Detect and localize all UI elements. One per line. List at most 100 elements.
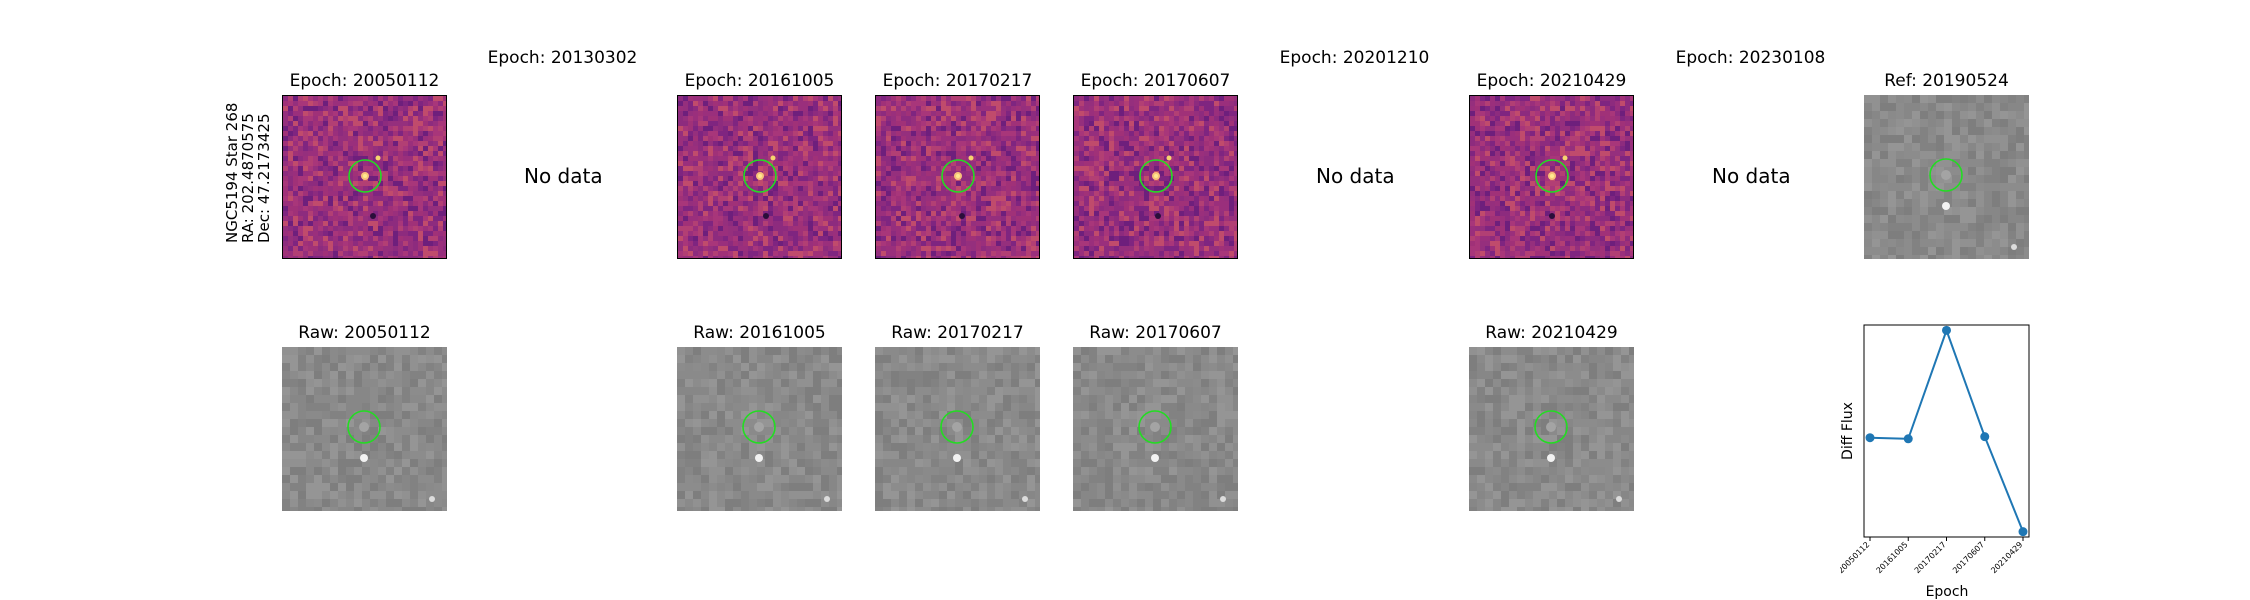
star-info-label: NGC5194 Star 268 RA: 202.4870575 Dec: 47…: [223, 102, 273, 243]
bright-star: [953, 454, 961, 462]
x-tick-label: 20170607: [1951, 540, 1986, 575]
flux-series-line: [1869, 327, 2024, 533]
noise-pixels: [678, 96, 841, 258]
diff-image-20050112: [282, 95, 447, 259]
diff-title-2: Epoch: 20161005: [684, 71, 835, 91]
star-ra: RA: 202.4870575: [239, 113, 257, 243]
diff-image-svg: [1074, 96, 1237, 258]
flux-point-20210429: [2018, 527, 2028, 537]
diff-title-7: Epoch: 20230108: [1675, 48, 1826, 68]
target-star: [754, 422, 764, 432]
target-star: [1941, 170, 1951, 180]
raw-title-2: Raw: 20170217: [891, 323, 1024, 343]
diff-title-4: Epoch: 20170607: [1080, 71, 1231, 91]
noise-pixels: [875, 347, 1040, 511]
negative-residual: [763, 213, 769, 219]
aperture-circle: [1534, 410, 1568, 444]
no-data-label-5: No data: [1316, 164, 1395, 188]
raw-image-20210429: [1469, 347, 1634, 511]
noise-pixels: [1864, 95, 2029, 259]
aperture-circle: [940, 410, 974, 444]
aperture-circle: [743, 159, 777, 193]
bright-star: [1942, 202, 1950, 210]
diff-title-5: Epoch: 20201210: [1279, 48, 1430, 68]
corner-star: [429, 496, 435, 502]
diff-image-svg: [283, 96, 446, 258]
nearby-residual: [375, 155, 381, 161]
noise-pixels: [1073, 347, 1238, 511]
flux-point-20161005: [1903, 434, 1913, 444]
raw-image-20161005: [677, 347, 842, 511]
aperture-circle: [742, 410, 776, 444]
target-star: [1546, 422, 1556, 432]
negative-residual: [1549, 213, 1555, 219]
raw-image-svg: [1073, 347, 1238, 511]
aperture-circle: [347, 410, 381, 444]
raw-image-20170217: [875, 347, 1040, 511]
source-core: [1154, 174, 1158, 178]
raw-image-svg: [677, 347, 842, 511]
bright-star: [1547, 454, 1555, 462]
diff-image-20170217: [875, 95, 1040, 259]
aperture-circle: [1139, 159, 1173, 193]
nearby-residual: [770, 155, 776, 161]
no-data-label-1: No data: [524, 164, 603, 188]
ref-image-svg: [1864, 95, 2029, 259]
diff-title-8: Ref: 20190524: [1884, 71, 2009, 91]
negative-residual: [1155, 213, 1161, 219]
corner-star: [2011, 244, 2017, 250]
noise-pixels: [1469, 347, 1634, 511]
chart-frame: [1863, 324, 2030, 538]
bright-star: [1151, 454, 1159, 462]
noise-pixels: [677, 347, 842, 511]
bright-star: [755, 454, 763, 462]
aperture-circle: [1535, 159, 1569, 193]
star-name: NGC5194 Star 268: [223, 102, 241, 243]
raw-title-4: Raw: 20210429: [1485, 323, 1618, 343]
aperture-circle: [1138, 410, 1172, 444]
raw-image-svg: [1469, 347, 1634, 511]
bright-star: [360, 454, 368, 462]
diff-flux-chart: 20050112 20161005 20170217 20170607 20210429…: [1840, 324, 2030, 600]
chart-xlabel: Epoch: [1926, 584, 1969, 600]
target-star: [1150, 422, 1160, 432]
target-star: [952, 422, 962, 432]
aperture-circle: [348, 159, 382, 193]
source-core: [363, 174, 367, 178]
diff-image-svg: [876, 96, 1039, 258]
noise-pixels: [1470, 96, 1633, 258]
nearby-residual: [1562, 155, 1568, 161]
raw-title-0: Raw: 20050112: [298, 323, 431, 343]
aperture-circle: [941, 159, 975, 193]
diff-image-20161005: [677, 95, 842, 259]
star-dec: Dec: 47.2173425: [255, 113, 273, 243]
aperture-circle: [1929, 158, 1963, 192]
target-star: [359, 422, 369, 432]
source-core: [1550, 174, 1554, 178]
raw-title-3: Raw: 20170607: [1089, 323, 1222, 343]
x-tick-label: 20210429: [1989, 540, 2024, 575]
noise-pixels: [283, 96, 446, 258]
ref-image-20190524: [1864, 95, 2029, 259]
corner-star: [824, 496, 830, 502]
x-tick-label: 20170217: [1913, 540, 1948, 575]
x-tick-label: 20161005: [1875, 540, 1910, 575]
diff-title-1: Epoch: 20130302: [487, 48, 638, 68]
diff-title-6: Epoch: 20210429: [1476, 71, 1627, 91]
x-tick-label: 20050112: [1840, 540, 1871, 575]
source-core: [758, 174, 762, 178]
chart-ylabel: Diff Flux: [1840, 402, 1856, 460]
corner-star: [1220, 496, 1226, 502]
negative-residual: [959, 213, 965, 219]
raw-image-svg: [875, 347, 1040, 511]
diff-image-20170607: [1073, 95, 1238, 259]
diff-image-20210429: [1469, 95, 1634, 259]
diff-image-svg: [1470, 96, 1633, 258]
corner-star: [1022, 496, 1028, 502]
noise-pixels: [1074, 96, 1237, 258]
raw-image-20050112: [282, 347, 447, 511]
diff-title-0: Epoch: 20050112: [289, 71, 440, 91]
raw-title-1: Raw: 20161005: [693, 323, 826, 343]
flux-point-20170607: [1980, 432, 1990, 442]
raw-image-svg: [282, 347, 447, 511]
